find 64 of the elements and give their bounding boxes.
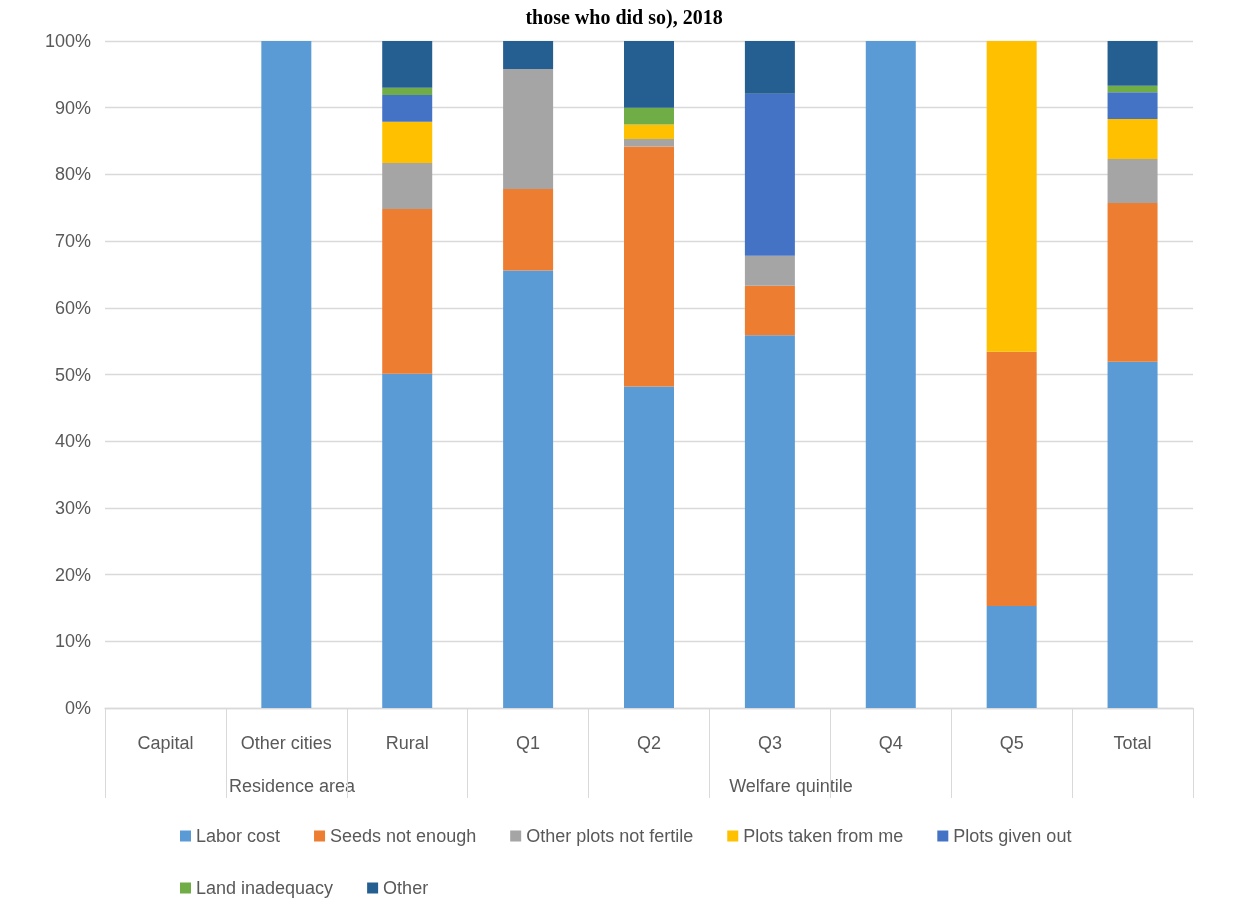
bar [1107, 159, 1158, 204]
bar [382, 163, 433, 210]
bar [624, 146, 674, 387]
bar [382, 41, 433, 88]
bar [503, 69, 554, 190]
x-tick-label: Q3 [757, 733, 782, 753]
legend-label: Seeds not enough [330, 826, 477, 846]
y-tick-label: 40% [54, 431, 91, 452]
bar [986, 41, 1037, 352]
legend-label: Other [383, 878, 429, 898]
bar [1107, 203, 1158, 362]
y-tick-label: 90% [54, 97, 91, 118]
bar [744, 93, 795, 256]
legend-label: Plots taken from me [743, 826, 904, 846]
text: Welfare quintile [729, 776, 853, 796]
x-tick-label: Q5 [999, 733, 1024, 753]
y-tick-label: 30% [54, 497, 91, 518]
bar [744, 255, 795, 286]
y-tick-label: 10% [54, 631, 91, 652]
bar [624, 139, 674, 147]
x-tick-label: Q1 [516, 733, 541, 753]
y-tick-label: 70% [54, 231, 91, 252]
bar [382, 87, 433, 96]
bar [503, 189, 554, 271]
y-tick-label: 80% [54, 164, 91, 185]
y-tick-label: 20% [54, 564, 91, 585]
legend-label: Other plots not fertile [526, 826, 694, 846]
bar [986, 351, 1037, 606]
x-tick-label: Q4 [878, 733, 903, 753]
y-tick-label: 100% [44, 31, 91, 51]
bar [744, 335, 795, 708]
y-tick-label: 50% [54, 364, 91, 385]
chart-title: those who did so), 2018 [525, 6, 723, 29]
bar [744, 285, 795, 336]
bar [382, 121, 433, 164]
x-tick-label: Other cities [240, 733, 332, 753]
bar [503, 270, 554, 708]
legend-label: Plots given out [953, 826, 1072, 846]
bar [503, 41, 554, 70]
text: Residence area [228, 776, 357, 796]
y-tick-label: 0% [64, 698, 91, 718]
bar [382, 373, 433, 708]
legend-label: Labor cost [196, 826, 281, 846]
bar [744, 41, 795, 94]
x-tick-label: Total [1113, 733, 1152, 753]
bar [1107, 119, 1158, 160]
bar [261, 41, 312, 708]
bar [624, 41, 674, 108]
bar [382, 95, 433, 122]
x-tick-label: Q2 [636, 733, 662, 753]
bar [1107, 85, 1158, 93]
bar [1107, 361, 1158, 708]
bar [1107, 41, 1158, 86]
bar [382, 209, 433, 374]
bar [986, 605, 1037, 708]
bar [624, 107, 674, 125]
x-tick-label: Rural [385, 733, 429, 753]
bar [624, 124, 674, 140]
bar [865, 41, 916, 708]
y-tick-label: 60% [54, 297, 91, 318]
legend-label: Land inadequacy [196, 878, 334, 898]
bar [624, 386, 674, 708]
x-tick-label: Capital [137, 733, 194, 753]
bar [1107, 92, 1158, 120]
